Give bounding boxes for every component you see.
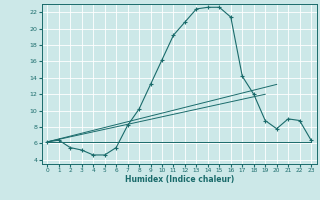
X-axis label: Humidex (Indice chaleur): Humidex (Indice chaleur) <box>124 175 234 184</box>
